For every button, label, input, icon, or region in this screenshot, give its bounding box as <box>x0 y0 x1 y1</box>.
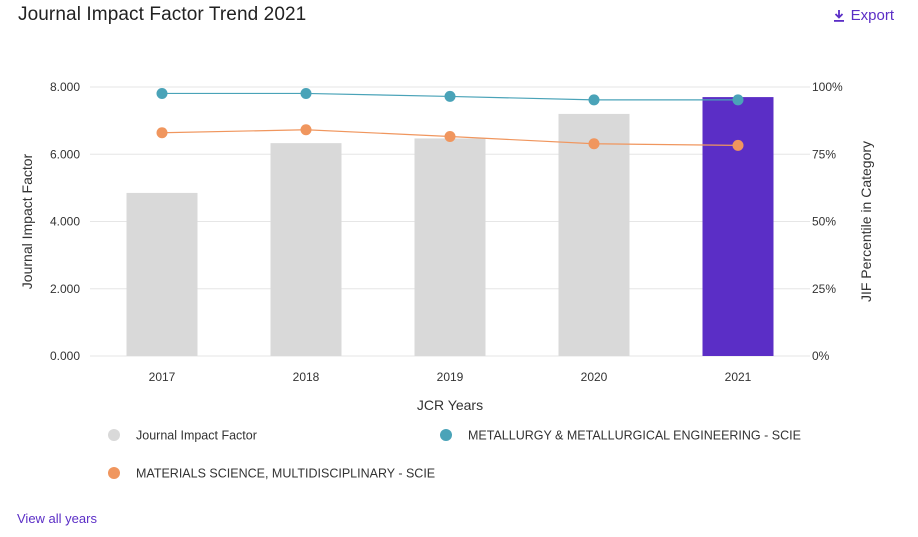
bar-2021 <box>702 97 774 357</box>
series-point-0 <box>588 94 600 106</box>
bar-2018 <box>270 143 342 356</box>
series-point-0 <box>300 87 312 99</box>
page-title: Journal Impact Factor Trend 2021 <box>18 4 307 25</box>
legend-label: MATERIALS SCIENCE, MULTIDISCIPLINARY - S… <box>136 467 435 481</box>
y2-axis-title: JIF Percentile in Category <box>858 141 874 302</box>
series-point-0 <box>444 90 456 102</box>
y2-tick-label: 75% <box>812 147 836 161</box>
x-tick-label: 2018 <box>293 370 320 384</box>
export-label: Export <box>850 7 894 24</box>
series-point-0 <box>732 94 744 106</box>
series-point-1 <box>300 124 312 136</box>
legend-label: METALLURGY & METALLURGICAL ENGINEERING -… <box>468 429 801 443</box>
series-point-1 <box>732 139 744 151</box>
view-all-years-link[interactable]: View all years <box>17 511 97 526</box>
bar-2019 <box>414 138 486 356</box>
x-tick-label: 2019 <box>437 370 464 384</box>
series-point-1 <box>444 130 456 142</box>
y2-tick-label: 50% <box>812 215 836 229</box>
legend: Journal Impact Factor METALLURGY & METALL… <box>108 429 801 481</box>
bar-2020 <box>558 113 630 357</box>
line-series <box>156 87 744 151</box>
y2-tick-label: 0% <box>812 349 830 363</box>
x-tick-label: 2021 <box>725 370 752 384</box>
series-point-1 <box>156 127 168 139</box>
x-axis-title: JCR Years <box>417 397 483 413</box>
y-tick-label: 4.000 <box>50 215 80 229</box>
legend-label: Journal Impact Factor <box>136 429 257 443</box>
legend-marker <box>108 467 120 479</box>
export-button[interactable]: Export <box>833 7 894 24</box>
series-point-1 <box>588 138 600 150</box>
y-tick-label: 0.000 <box>50 349 80 363</box>
x-tick-label: 2017 <box>149 370 176 384</box>
y2-tick-label: 25% <box>812 282 836 296</box>
y-tick-label: 2.000 <box>50 282 80 296</box>
axes: 0.000 2.000 4.000 6.000 8.000 0% 25% 50% 75% 100%… <box>50 80 843 384</box>
legend-marker <box>440 429 452 441</box>
bar-series <box>126 97 774 357</box>
y-axis-title: Journal Impact Factor <box>19 153 35 289</box>
y2-tick-label: 100% <box>812 80 843 94</box>
y-tick-label: 8.000 <box>50 80 80 94</box>
y-tick-label: 6.000 <box>50 147 80 161</box>
series-point-0 <box>156 87 168 99</box>
legend-marker <box>108 429 120 441</box>
download-icon <box>833 9 844 22</box>
bar-2017 <box>126 192 198 356</box>
x-tick-label: 2020 <box>581 370 608 384</box>
